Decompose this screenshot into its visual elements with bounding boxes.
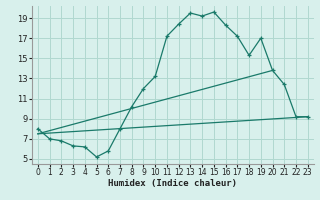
X-axis label: Humidex (Indice chaleur): Humidex (Indice chaleur) (108, 179, 237, 188)
